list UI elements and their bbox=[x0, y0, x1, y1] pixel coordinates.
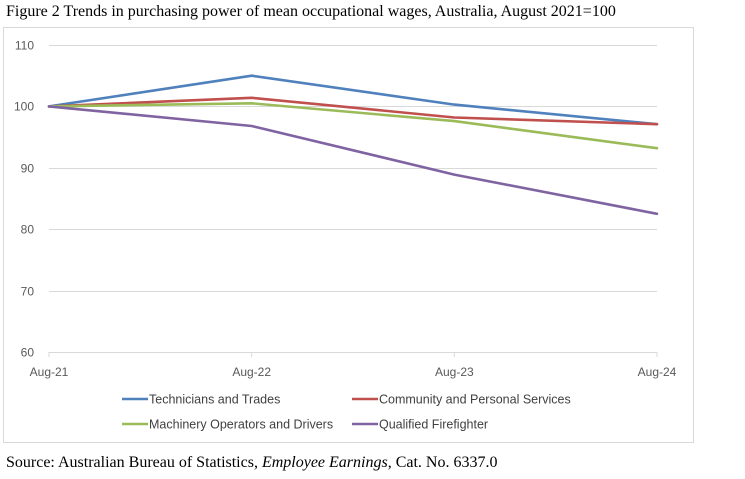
y-tick-label-100: 100 bbox=[14, 100, 34, 114]
x-tick-label-Aug-22: Aug-22 bbox=[232, 365, 271, 379]
y-tick-label-80: 80 bbox=[21, 223, 35, 237]
legend-label-qualified-firefighter: Qualified Firefighter bbox=[379, 418, 488, 432]
source-publication: Employee Earnings bbox=[261, 454, 388, 471]
source-prefix: Source: Australian Bureau of Statistics, bbox=[6, 454, 262, 471]
legend-label-community-and-personal-services: Community and Personal Services bbox=[379, 393, 571, 407]
series-line-technicians-and-trades bbox=[47, 74, 659, 126]
x-tick-label-Aug-21: Aug-21 bbox=[30, 365, 69, 379]
source-suffix: , Cat. No. 6337.0 bbox=[387, 454, 498, 471]
legend-label-machinery-operators-and-drivers: Machinery Operators and Drivers bbox=[149, 418, 333, 432]
x-tick-label-Aug-23: Aug-23 bbox=[435, 365, 474, 379]
series-lines bbox=[47, 74, 659, 216]
y-tick-label-90: 90 bbox=[21, 162, 35, 176]
legend-label-technicians-and-trades: Technicians and Trades bbox=[149, 393, 280, 407]
y-axis-ticks: 60 70 80 90 100 110 bbox=[14, 39, 34, 360]
series-line-machinery-operators-and-drivers bbox=[47, 102, 659, 150]
y-tick-label-70: 70 bbox=[21, 285, 35, 299]
x-tick-label-Aug-24: Aug-24 bbox=[638, 365, 677, 379]
series-line-community-and-personal-services bbox=[47, 96, 659, 126]
y-tick-label-60: 60 bbox=[21, 346, 35, 360]
series-line-qualified-firefighter bbox=[47, 105, 659, 216]
x-axis-ticks: Aug-21 Aug-22 Aug-23 Aug-24 bbox=[30, 352, 677, 379]
source-note: Source: Australian Bureau of Statistics,… bbox=[6, 454, 497, 472]
y-tick-label-110: 110 bbox=[15, 39, 34, 53]
legend: Technicians and Trades Community and Pers… bbox=[122, 393, 571, 432]
figure-title: Figure 2 Trends in purchasing power of m… bbox=[6, 3, 616, 20]
chart-area-border bbox=[3, 27, 694, 443]
gridlines bbox=[49, 45, 657, 292]
